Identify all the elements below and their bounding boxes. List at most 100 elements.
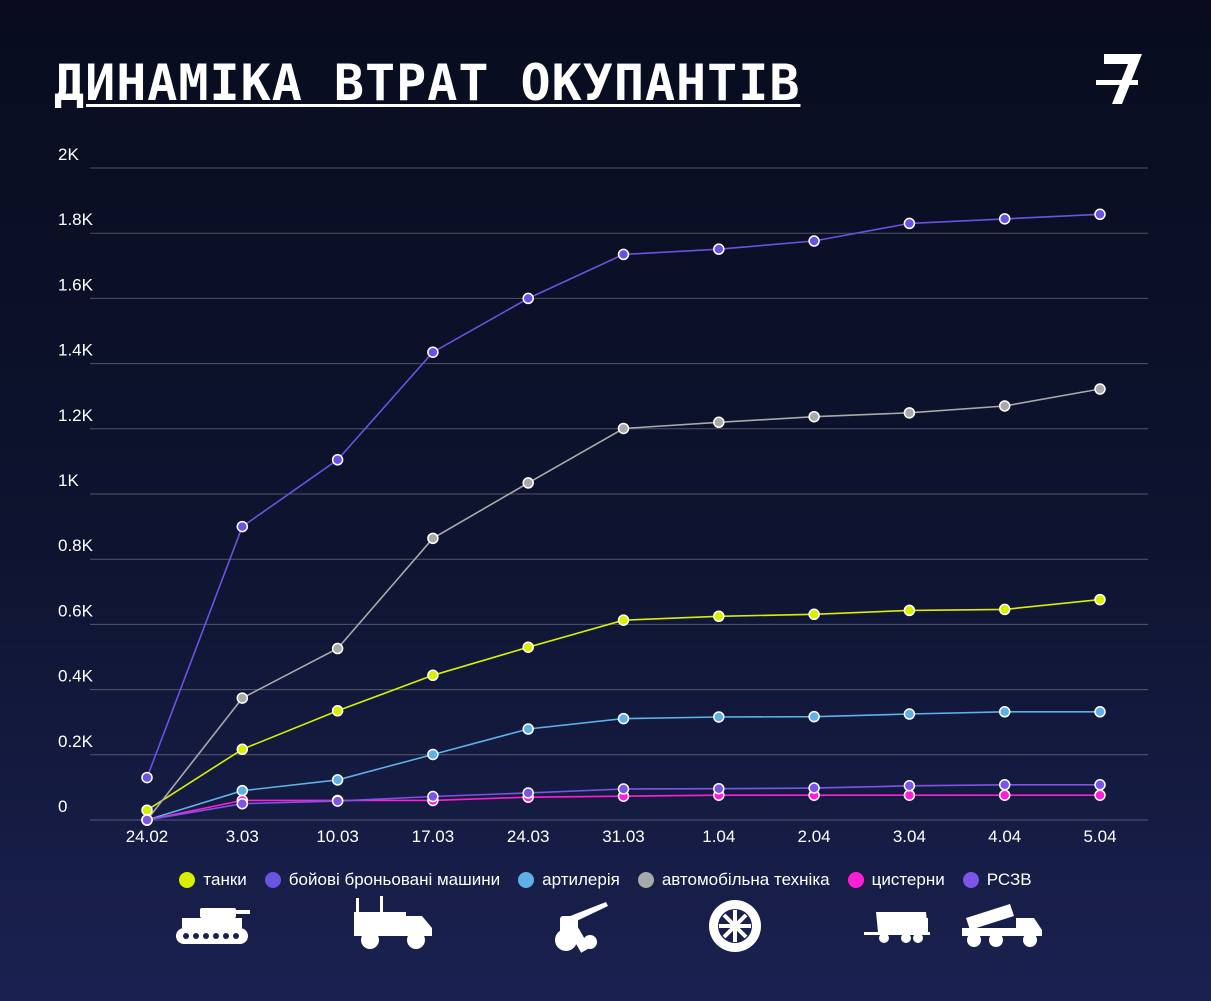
data-point xyxy=(522,723,534,735)
data-point xyxy=(808,710,820,723)
y-tick-label: 0.6K xyxy=(58,601,94,620)
data-point xyxy=(1094,789,1106,801)
fuel-tanker-icon xyxy=(864,912,930,943)
data-point xyxy=(903,604,916,617)
data-point xyxy=(713,782,725,795)
data-point xyxy=(331,795,344,807)
data-point xyxy=(236,520,249,533)
data-point xyxy=(713,416,725,429)
x-tick-label: 17.03 xyxy=(412,827,455,846)
legend-label: цистерни xyxy=(871,870,945,889)
y-tick-label: 0.4K xyxy=(58,667,94,686)
x-axis-ticks: 24.02 3.03 10.03 17.03 24.03 31.03 1.04 2.04 3.0… xyxy=(126,827,1117,846)
x-tick-label: 3.04 xyxy=(893,827,926,846)
series-line xyxy=(146,388,1101,821)
data-point xyxy=(522,787,534,799)
data-point xyxy=(331,705,344,717)
legend-marker xyxy=(179,872,196,888)
data-point xyxy=(427,346,439,358)
data-point xyxy=(903,708,916,720)
series-points xyxy=(141,208,1106,826)
legend-item: автомобільна техніка xyxy=(637,870,830,890)
data-point xyxy=(1094,706,1106,718)
z-logo-icon xyxy=(1096,54,1142,104)
legend-marker xyxy=(962,872,979,888)
legend-marker xyxy=(637,872,654,888)
data-point xyxy=(1094,779,1106,791)
data-point xyxy=(617,712,630,725)
x-tick-label: 2.04 xyxy=(798,827,831,846)
data-point xyxy=(522,641,534,653)
data-point xyxy=(713,610,725,622)
data-point xyxy=(1094,593,1106,606)
artillery-icon xyxy=(555,902,608,953)
data-point xyxy=(998,706,1011,718)
data-point xyxy=(617,614,630,626)
y-tick-label: 1.2K xyxy=(58,406,94,425)
legend-item: РСЗВ xyxy=(962,870,1032,890)
legend-item: танки xyxy=(179,870,247,890)
legend-item: бойові броньовані машини xyxy=(264,870,501,890)
data-point xyxy=(998,603,1011,616)
legend-marker xyxy=(518,872,535,888)
data-point xyxy=(998,400,1011,412)
category-icons xyxy=(176,896,1042,953)
tank-icon xyxy=(176,908,250,944)
x-tick-label: 24.03 xyxy=(507,827,550,846)
y-tick-label: 1.4K xyxy=(58,341,94,360)
x-tick-label: 4.04 xyxy=(988,827,1021,846)
legend-item: цистерни xyxy=(847,870,945,890)
line-chart: 0 0.2K 0.4K 0.6K 0.8K 1K 1.2K 1.4K 1.6K 1.8K 2K 24… xyxy=(58,145,1148,846)
y-tick-label: 0.2K xyxy=(58,732,94,751)
data-point xyxy=(998,789,1011,801)
data-point xyxy=(427,748,439,761)
y-tick-label: 0 xyxy=(58,797,67,816)
legend-marker xyxy=(264,872,281,888)
page-title: ДИНАМІКА ВТРАТ ОКУПАНТІВ xyxy=(54,54,801,112)
data-point xyxy=(1094,383,1106,395)
x-tick-label: 31.03 xyxy=(602,827,645,846)
chart-legend: танки бойові броньовані машини артилерія ав… xyxy=(0,870,1211,890)
x-tick-label: 3.03 xyxy=(226,827,259,846)
data-point xyxy=(141,804,153,816)
wheel-icon xyxy=(709,900,761,952)
armored-vehicle-icon xyxy=(354,896,432,949)
data-point xyxy=(713,243,725,255)
legend-label: бойові броньовані машини xyxy=(288,870,501,889)
y-tick-label: 0.8K xyxy=(58,536,94,555)
data-point xyxy=(617,422,630,435)
data-point xyxy=(427,669,439,682)
data-point xyxy=(808,410,820,423)
data-point xyxy=(427,532,439,545)
series-line xyxy=(146,711,1100,821)
data-point xyxy=(808,782,820,794)
y-tick-label: 1.6K xyxy=(58,275,94,294)
x-tick-label: 10.03 xyxy=(316,827,359,846)
x-tick-label: 1.04 xyxy=(702,827,735,846)
legend-item: артилерія xyxy=(518,870,620,890)
legend-label: автомобільна техніка xyxy=(661,870,830,889)
data-point xyxy=(808,235,820,247)
legend-label: танки xyxy=(203,870,247,889)
mlrs-icon xyxy=(962,904,1042,947)
data-point xyxy=(236,784,249,797)
data-point xyxy=(141,771,153,784)
data-point xyxy=(998,779,1011,791)
data-point xyxy=(331,774,344,786)
y-tick-label: 2K xyxy=(58,145,79,164)
data-point xyxy=(236,797,249,810)
x-tick-label: 5.04 xyxy=(1083,827,1116,846)
y-axis-ticks: 0 0.2K 0.4K 0.6K 0.8K 1K 1.2K 1.4K 1.6K 1.8K 2K xyxy=(58,145,94,816)
legend-label: артилерія xyxy=(542,870,620,889)
chart-grid xyxy=(90,167,1148,821)
data-point xyxy=(617,783,630,795)
data-point xyxy=(427,790,439,803)
data-point xyxy=(236,692,249,704)
series-lines xyxy=(146,213,1101,821)
data-point xyxy=(522,292,534,305)
data-point xyxy=(617,248,630,261)
data-point xyxy=(903,780,916,792)
data-point xyxy=(713,711,725,723)
data-point xyxy=(331,454,344,466)
data-point xyxy=(1094,208,1106,221)
